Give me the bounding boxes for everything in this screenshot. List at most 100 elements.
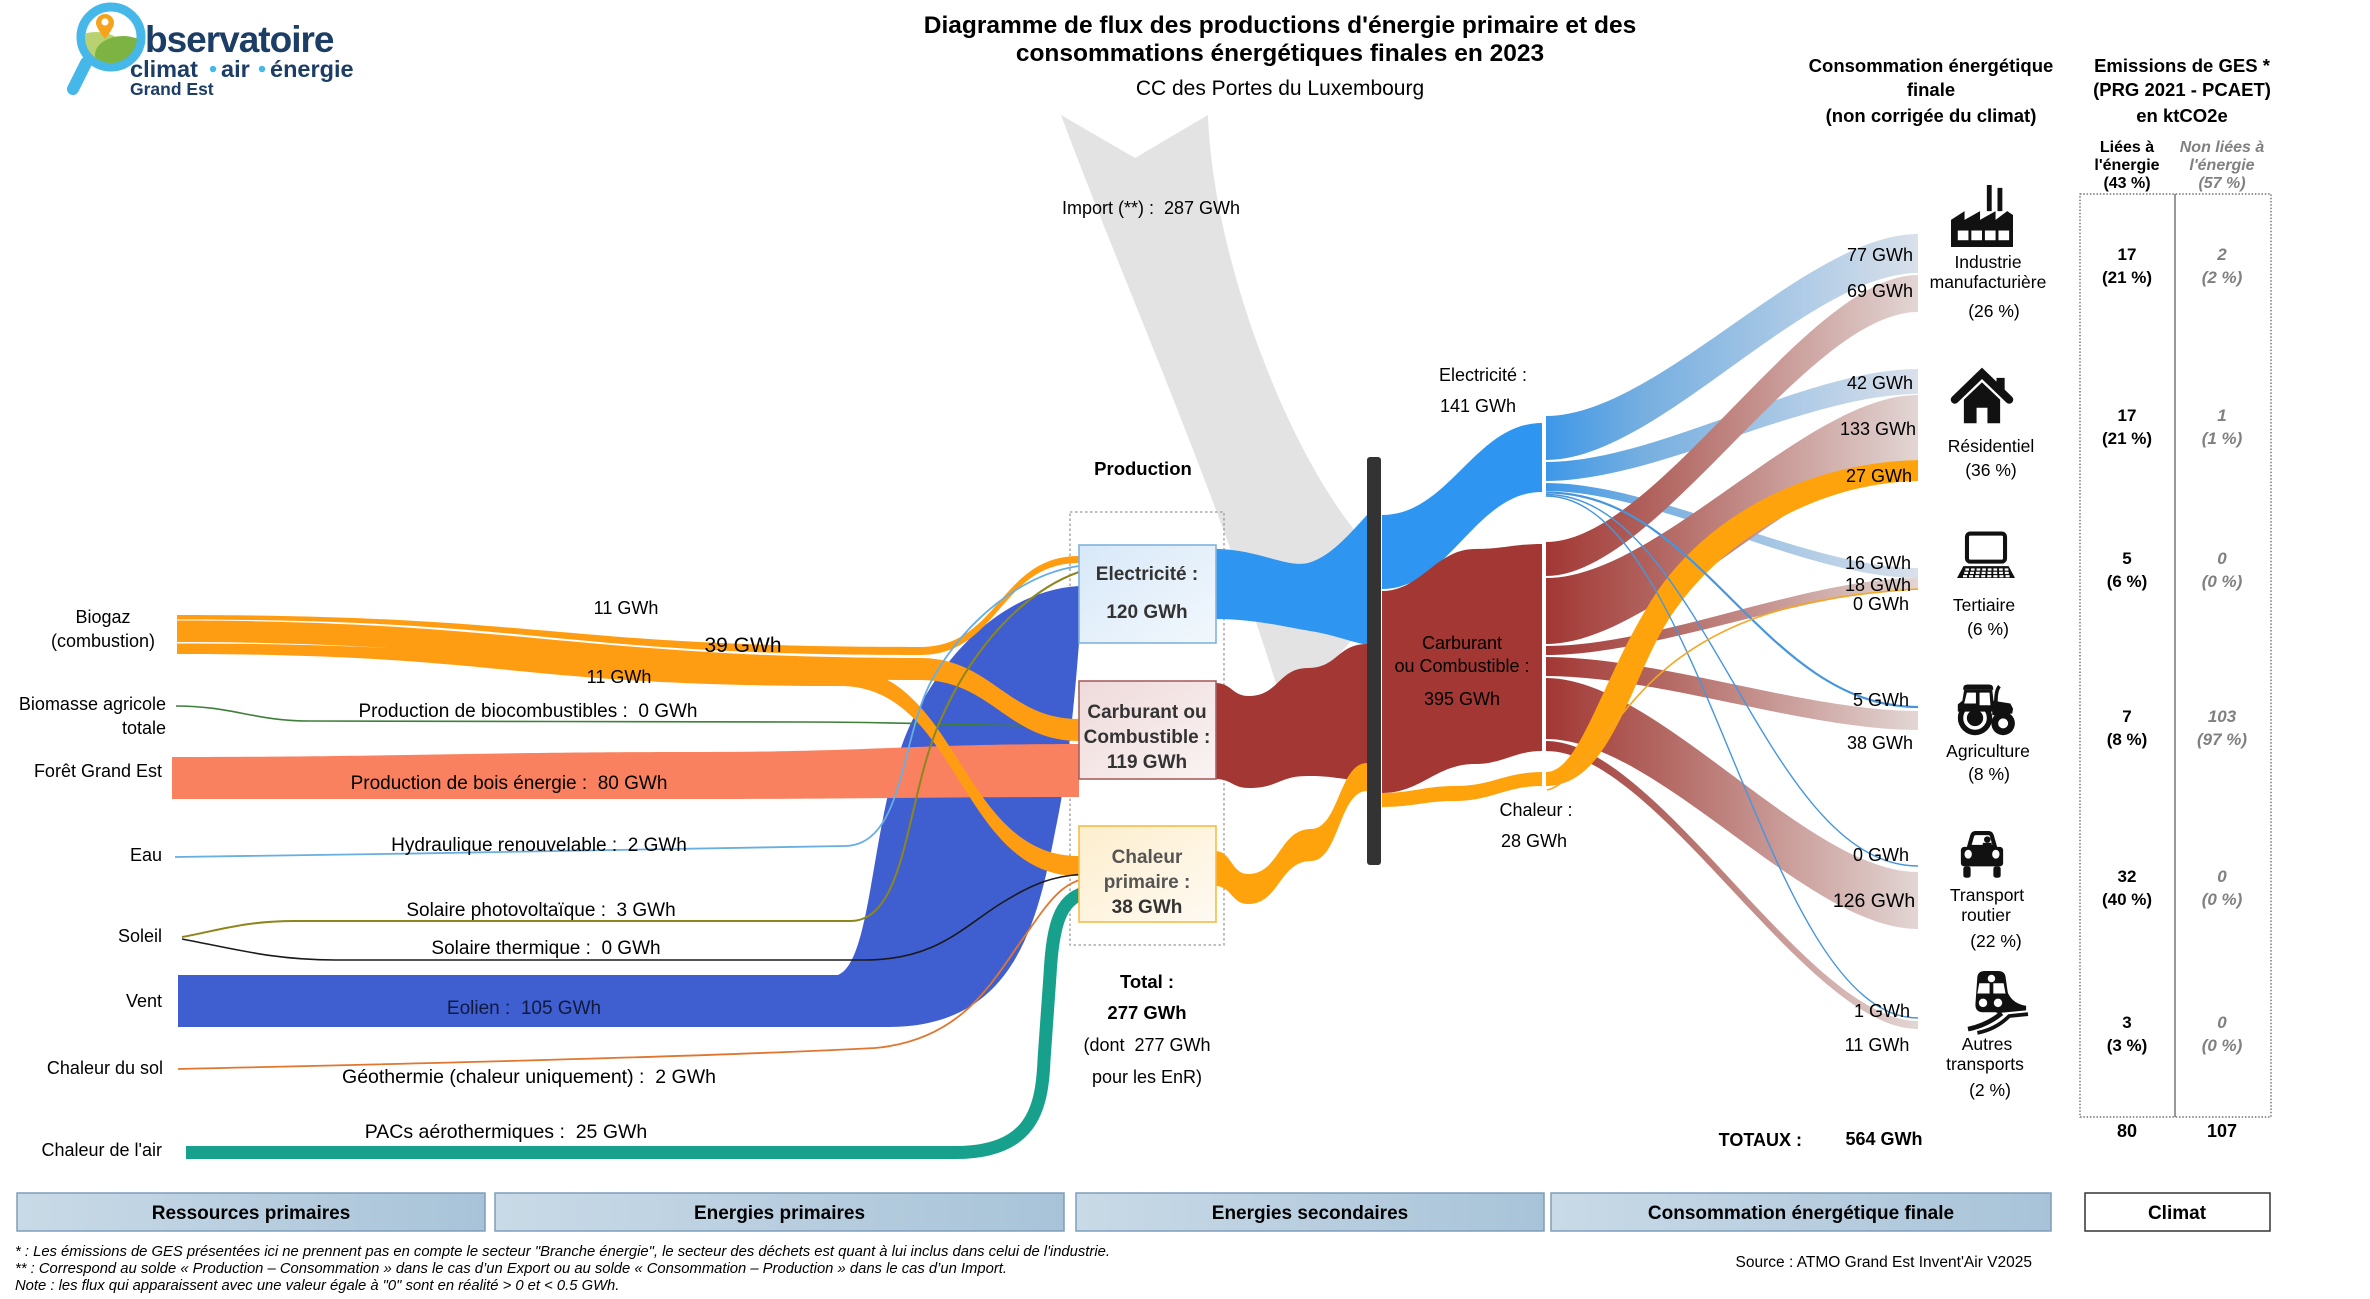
svg-text:0 GWh: 0 GWh [1853, 845, 1909, 865]
svg-text:(26 %): (26 %) [1968, 301, 2020, 321]
svg-text:routier: routier [1961, 905, 2011, 925]
svg-text:(21 %): (21 %) [2102, 429, 2152, 448]
svg-text:transports: transports [1946, 1054, 2024, 1074]
svg-text:3: 3 [2122, 1013, 2131, 1032]
svg-text:Forêt Grand Est: Forêt Grand Est [34, 761, 162, 781]
svg-text:0: 0 [2217, 549, 2227, 568]
svg-text:Solaire thermique : 0 GWh: Solaire thermique : 0 GWh [431, 938, 660, 959]
svg-text:Chaleur: Chaleur [1112, 847, 1183, 868]
svg-text:* : Les émissions de GES prése: * : Les émissions de GES présentées ici … [15, 1244, 1110, 1260]
svg-text:Production: Production [1094, 458, 1192, 479]
svg-text:32: 32 [2118, 867, 2137, 886]
svg-text:(dont 277 GWh: (dont 277 GWh [1083, 1035, 1210, 1055]
svg-text:1: 1 [2217, 406, 2226, 425]
svg-text:Electricité :: Electricité : [1439, 365, 1527, 385]
svg-text:(2 %): (2 %) [1969, 1080, 2011, 1100]
svg-text:Biomasse agricole: Biomasse agricole [19, 694, 166, 714]
svg-text:CC des Portes du Luxembourg: CC des Portes du Luxembourg [1136, 77, 1424, 100]
svg-text:Climat: Climat [2148, 1203, 2207, 1224]
svg-text:Production de bois énergie :: Production de bois énergie : 80 GWh [351, 773, 668, 794]
svg-text:277 GWh: 277 GWh [1107, 1002, 1186, 1023]
svg-text:(97 %): (97 %) [2197, 730, 2247, 749]
svg-text:l'énergie: l'énergie [2189, 157, 2254, 174]
svg-text:air: air [221, 56, 250, 82]
svg-text:Biogaz: Biogaz [75, 607, 130, 627]
svg-text:Grand Est: Grand Est [130, 79, 214, 99]
svg-text:l'énergie: l'énergie [2094, 157, 2159, 174]
svg-text:Non liées à: Non liées à [2180, 139, 2265, 156]
svg-text:107: 107 [2207, 1121, 2237, 1141]
svg-text:(6 %): (6 %) [2107, 572, 2148, 591]
svg-text:0: 0 [2217, 1013, 2227, 1032]
svg-text:(0 %): (0 %) [2202, 572, 2243, 591]
svg-text:(6 %): (6 %) [1967, 619, 2009, 639]
svg-text:Eau: Eau [130, 845, 162, 865]
svg-text:Tertiaire: Tertiaire [1953, 595, 2015, 615]
svg-text:18 GWh: 18 GWh [1845, 575, 1911, 595]
svg-text:Industrie: Industrie [1954, 252, 2021, 272]
svg-text:(3 %): (3 %) [2107, 1036, 2148, 1055]
svg-text:(non corrigée du climat): (non corrigée du climat) [1826, 105, 2037, 126]
svg-text:Total :: Total : [1120, 971, 1174, 992]
svg-text:27 GWh: 27 GWh [1846, 466, 1912, 486]
svg-text:Solaire photovoltaïque : 3 GW: Solaire photovoltaïque : 3 GWh [406, 900, 675, 921]
svg-text:Autres: Autres [1962, 1034, 2013, 1054]
svg-text:69 GWh: 69 GWh [1847, 281, 1913, 301]
svg-text:Source : ATMO Grand Est Invent: Source : ATMO Grand Est Invent'Air V2025 [1736, 1254, 2032, 1271]
svg-text:17: 17 [2118, 245, 2137, 264]
svg-text:77 GWh: 77 GWh [1847, 245, 1913, 265]
svg-text:climat: climat [130, 56, 198, 82]
svg-text:(40 %): (40 %) [2102, 890, 2152, 909]
svg-text:(57 %): (57 %) [2198, 175, 2245, 192]
svg-text:5: 5 [2122, 549, 2131, 568]
svg-text:(PRG 2021 - PCAET): (PRG 2021 - PCAET) [2093, 79, 2271, 100]
svg-text:Combustible :: Combustible : [1084, 727, 1211, 748]
svg-text:11 GWh: 11 GWh [594, 598, 659, 618]
svg-text:Import (**) : 287 GWh: Import (**) : 287 GWh [1062, 198, 1240, 218]
svg-text:bservatoire: bservatoire [145, 19, 334, 60]
svg-text:119 GWh: 119 GWh [1107, 752, 1187, 773]
svg-text:395 GWh: 395 GWh [1424, 689, 1500, 709]
svg-text:42 GWh: 42 GWh [1847, 373, 1913, 393]
svg-text:Carburant ou: Carburant ou [1087, 702, 1206, 723]
svg-text:Vent: Vent [126, 991, 162, 1011]
svg-text:0: 0 [2217, 867, 2227, 886]
svg-text:38 GWh: 38 GWh [1112, 897, 1183, 918]
svg-text:Diagramme de flux des producti: Diagramme de flux des productions d'éner… [924, 12, 1636, 39]
svg-text:17: 17 [2118, 406, 2137, 425]
svg-text:103: 103 [2208, 707, 2237, 726]
svg-text:manufacturière: manufacturière [1930, 272, 2047, 292]
svg-text:(combustion): (combustion) [51, 631, 155, 651]
svg-text:(8 %): (8 %) [1968, 764, 2010, 784]
svg-text:564 GWh: 564 GWh [1845, 1129, 1922, 1149]
svg-text:Résidentiel: Résidentiel [1948, 436, 2035, 456]
svg-text:Ressources primaires: Ressources primaires [152, 1203, 351, 1224]
svg-text:11 GWh: 11 GWh [587, 667, 652, 687]
svg-text:80: 80 [2117, 1121, 2137, 1141]
svg-text:(21 %): (21 %) [2102, 268, 2152, 287]
svg-text:Eolien : 105 GWh: Eolien : 105 GWh [447, 998, 601, 1019]
svg-text:primaire :: primaire : [1104, 872, 1191, 893]
svg-text:(0 %): (0 %) [2202, 890, 2243, 909]
svg-text:Consommation énergétique: Consommation énergétique [1809, 55, 2054, 76]
svg-text:(1 %): (1 %) [2202, 429, 2243, 448]
svg-text:finale: finale [1907, 79, 1955, 100]
svg-text:141 GWh: 141 GWh [1440, 396, 1516, 416]
svg-text:Géothermie (chaleur uniquement: Géothermie (chaleur uniquement) : 2 GWh [342, 1066, 716, 1088]
svg-text:(36 %): (36 %) [1965, 460, 2017, 480]
svg-text:Hydraulique renouvelable : 2: Hydraulique renouvelable : 2 GWh [391, 835, 687, 856]
svg-text:Note : les flux qui apparaisse: Note : les flux qui apparaissent avec un… [15, 1278, 619, 1294]
svg-text:Chaleur du sol: Chaleur du sol [47, 1058, 163, 1078]
svg-text:(43 %): (43 %) [2103, 175, 2150, 192]
svg-text:Consommation énergétique final: Consommation énergétique finale [1648, 1203, 1954, 1224]
svg-text:(0 %): (0 %) [2202, 1036, 2243, 1055]
svg-text:totale: totale [122, 718, 166, 738]
svg-text:Chaleur :: Chaleur : [1499, 800, 1572, 820]
svg-text:** : Correspond au solde « Pro: ** : Correspond au solde « Production – … [15, 1261, 1007, 1277]
svg-text:(22 %): (22 %) [1970, 931, 2022, 951]
svg-text:Electricité :: Electricité : [1096, 564, 1198, 585]
svg-text:1 GWh: 1 GWh [1854, 1001, 1910, 1021]
svg-text:pour les EnR): pour les EnR) [1092, 1067, 1202, 1087]
svg-text:Transport: Transport [1950, 885, 2024, 905]
svg-text:en ktCO2e: en ktCO2e [2136, 105, 2228, 126]
